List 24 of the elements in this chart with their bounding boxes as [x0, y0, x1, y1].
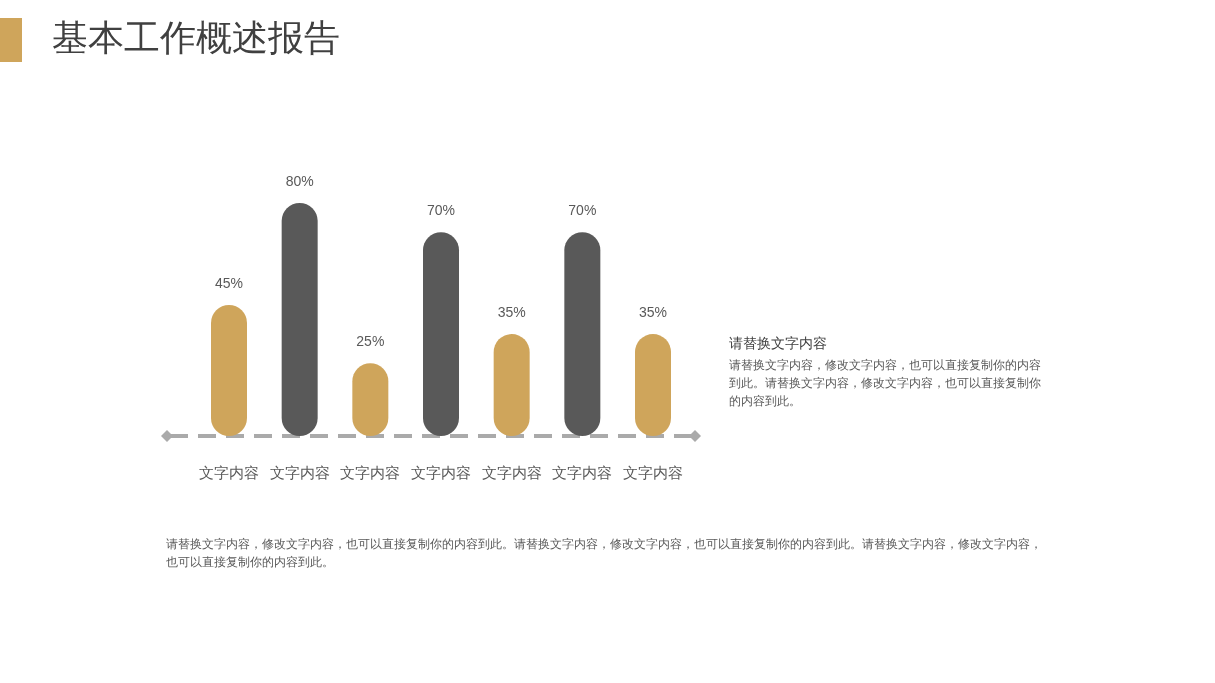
bar [281, 203, 318, 436]
data-label: 80% [285, 173, 314, 189]
data-label: 35% [638, 304, 668, 321]
bar [423, 232, 459, 436]
data-label: 35% [497, 304, 526, 321]
x-tick-label: 文字内容 [269, 463, 330, 483]
bar [564, 232, 601, 436]
x-tick-label: 文字内容 [481, 463, 542, 483]
data-label: 25% [356, 333, 385, 350]
chart-title: 基本工作概述报告 [52, 16, 340, 60]
text: 请替换文字内容，修改文字内容，也可以直接复制你的内容到此。请替换文字内容，修改文字内容，也可以直接复制你的内容到此。请替换文字内容，修改文字内容，也可以直接复制你的内容到此。 [166, 536, 1043, 571]
data-label: 70% [426, 202, 456, 219]
x-tick-label: 文字内容 [340, 463, 401, 483]
bar [211, 304, 247, 436]
bar [493, 334, 530, 436]
x-tick-label: 文字内容 [199, 463, 259, 483]
data-label: 45% [214, 274, 244, 291]
x-tick-label: 文字内容 [411, 463, 471, 483]
text: 请替换文字内容，修改文字内容，也可以直接复制你的内容到此。请替换文字内容，修改文字内容，也可以直接复制你的内容到此。 [729, 357, 1042, 410]
text: 请替换文字内容 [729, 334, 827, 353]
data-label: 70% [568, 202, 597, 219]
bar [635, 334, 671, 436]
x-tick-label: 文字内容 [623, 463, 683, 483]
x-tick-label: 文字内容 [552, 463, 613, 483]
